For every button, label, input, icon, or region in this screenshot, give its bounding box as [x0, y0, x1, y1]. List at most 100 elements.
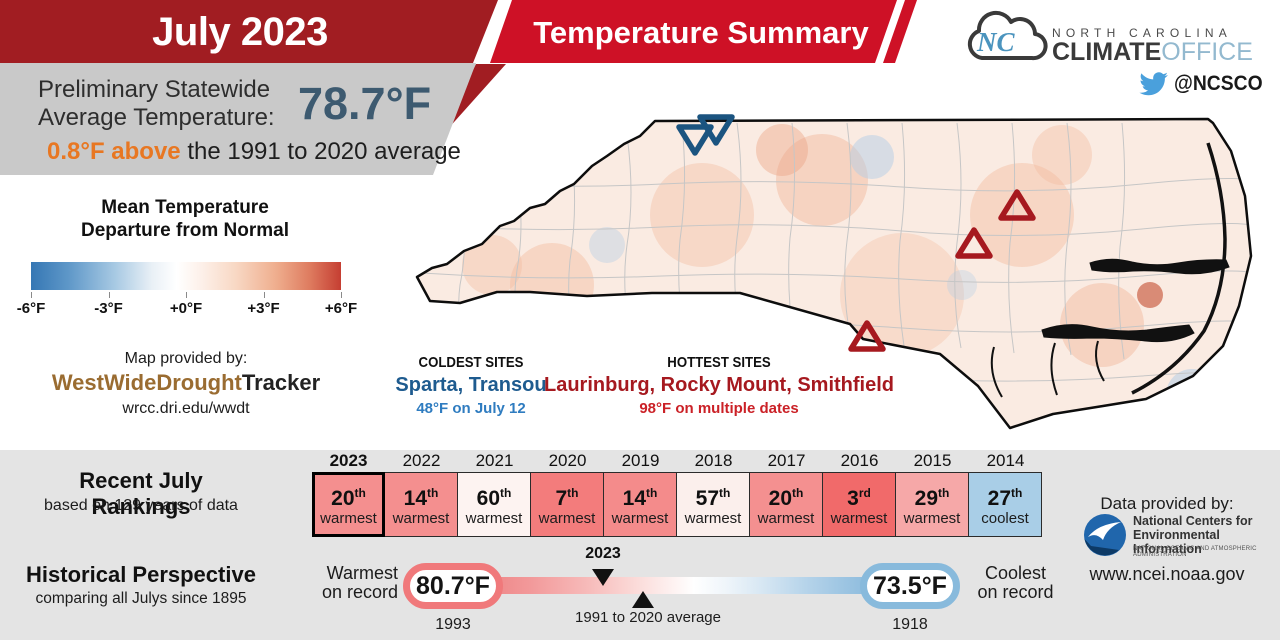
marker-2023-label: 2023: [585, 545, 621, 562]
scale-tick-mark: [108, 292, 110, 298]
ranking-kind: warmest: [757, 509, 815, 527]
ranking-column-2019: 2019 14th warmest: [603, 450, 677, 537]
coldest-sites-heading: COLDEST SITES: [418, 354, 524, 371]
ranking-cell: 29th warmest: [895, 472, 969, 537]
map-credit-label: Map provided by:: [124, 350, 248, 367]
ranking-column-2017: 2017 20th warmest: [749, 450, 823, 537]
ranking-rank: 20th: [331, 485, 366, 510]
map-credit-url[interactable]: wrcc.dri.edu/wwdt: [122, 400, 250, 417]
coolest-label-line2: on record: [977, 582, 1054, 602]
hottest-sites-block: HOTTEST SITES Laurinburg, Rocky Mount, S…: [538, 354, 900, 417]
ranking-rank: 7th: [555, 485, 579, 510]
header-banners: [0, 0, 917, 175]
noaa-logo-icon: [1084, 514, 1126, 556]
scale-title-line2: Departure from Normal: [81, 220, 289, 241]
ranking-rank: 20th: [768, 485, 804, 510]
nc-departure-map: [415, 114, 1253, 430]
ranking-cell: 3rd warmest: [822, 472, 896, 537]
historical-subtitle: comparing all Julys since 1895: [35, 590, 247, 607]
scale-tick-label: +0°F: [169, 300, 203, 317]
scale-tick-mark: [31, 292, 32, 298]
map-credit-brand: WestWideDroughtTracker: [36, 370, 336, 396]
red-slash-accent: [883, 0, 917, 63]
ranking-year-label: 2014: [986, 451, 1025, 470]
ranking-kind: warmest: [392, 509, 450, 527]
scale-tick-label: -3°F: [94, 300, 123, 317]
anomaly-highlight: 0.8°F above: [47, 138, 181, 165]
ranking-cell: 20th warmest: [749, 472, 823, 537]
ranking-column-2023: 2023 20th warmest: [312, 450, 385, 537]
rankings-subtitle: based on 129 years of data: [44, 497, 238, 514]
ranking-kind: warmest: [465, 509, 523, 527]
hottest-site-marker-icon: [848, 320, 886, 352]
coldest-sites-detail: 48°F on July 12: [416, 400, 526, 417]
dark-red-wedge: [438, 64, 506, 140]
ranking-kind: warmest: [320, 509, 377, 527]
ranking-rank: 3rd: [847, 485, 871, 510]
ranking-cell: 20th warmest: [312, 472, 385, 537]
hottest-sites-heading: HOTTEST SITES: [667, 354, 771, 371]
provider-org: National Centers for Environmental Infor…: [1133, 514, 1273, 556]
hottest-sites-detail: 98°F on multiple dates: [639, 400, 799, 417]
ranking-year-label: 2023: [329, 451, 368, 470]
coldest-sites-names: Sparta, Transou: [395, 374, 547, 396]
bright-red-banner-shape: [490, 0, 897, 63]
summary-title: Temperature Summary: [533, 15, 869, 50]
scale-tick-label: -6°F: [16, 300, 46, 317]
ranking-kind: warmest: [611, 509, 669, 527]
coolest-record-pill: 73.5°F: [860, 563, 960, 609]
ranking-year-label: 2018: [694, 451, 733, 470]
rankings-title: Recent July Rankings: [79, 468, 203, 519]
ranking-column-2020: 2020 7th warmest: [530, 450, 604, 537]
historical-gradient-bar: [470, 577, 870, 594]
ranking-cell: 27th coolest: [968, 472, 1042, 537]
warmest-record-year: 1993: [435, 616, 471, 633]
provider-url[interactable]: www.ncei.noaa.gov: [1089, 564, 1245, 584]
scale-title: Mean Temperature Departure from Normal: [60, 196, 310, 242]
month-title: July 2023: [152, 10, 328, 54]
statewide-average-value: 78.7°F: [298, 78, 432, 129]
coolest-label-line1: Coolest: [984, 563, 1047, 583]
logo-brand-light: OFFICE: [1161, 38, 1253, 66]
coldest-sites-block: COLDEST SITES Sparta, Transou 48°F on Ju…: [351, 354, 591, 417]
rankings-strip: 2023 20th warmest 2022 14th warmest 2021 60th wa…: [312, 450, 1042, 537]
avg-marker-label: 1991 to 2020 average: [575, 609, 721, 626]
ranking-kind: warmest: [830, 509, 888, 527]
historical-title: Historical Perspective: [26, 562, 256, 587]
scale-tick-mark: [186, 292, 187, 298]
ranking-year-label: 2020: [548, 451, 587, 470]
anomaly-line: 0.8°F above the 1991 to 2020 average: [47, 138, 461, 166]
map-credit-brand-left: WestWideDrought: [51, 370, 242, 395]
ranking-cell: 60th warmest: [457, 472, 531, 537]
ranking-rank: 29th: [914, 485, 950, 510]
ranking-year-label: 2015: [913, 451, 952, 470]
ranking-cell: 57th warmest: [676, 472, 750, 537]
ranking-cell: 14th warmest: [384, 472, 458, 537]
warmest-on-record-label: Warmest on record: [308, 564, 398, 602]
warmest-label-line2: on record: [321, 582, 398, 602]
hottest-sites-names: Laurinburg, Rocky Mount, Smithfield: [544, 374, 894, 396]
ranking-year-label: 2017: [767, 451, 806, 470]
warmest-label-line1: Warmest: [326, 563, 398, 583]
coastal-waters: [990, 142, 1230, 398]
scale-tick-mark: [341, 292, 342, 298]
twitter-handle[interactable]: @NCSCO: [1174, 72, 1263, 95]
ranking-column-2022: 2022 14th warmest: [384, 450, 458, 537]
site-markers: [676, 114, 1036, 352]
marker-2023-triangle-icon: [592, 569, 614, 586]
provider-label: Data provided by:: [1100, 494, 1234, 513]
coldest-site-marker-icon: [676, 124, 714, 156]
scale-title-line1: Mean Temperature: [101, 197, 269, 218]
gray-panel-shape: [0, 63, 476, 175]
departure-color-scale: [31, 262, 341, 290]
dark-red-banner-shape: [0, 0, 498, 63]
ranking-kind: coolest: [981, 509, 1029, 527]
logo-brand-bold: CLIMATE: [1052, 38, 1162, 66]
ranking-year-label: 2022: [402, 451, 441, 470]
ranking-column-2016: 2016 3rd warmest: [822, 450, 896, 537]
provider-org-line1: National Centers for: [1133, 514, 1253, 528]
ranking-column-2021: 2021 60th warmest: [457, 450, 531, 537]
ranking-kind: warmest: [684, 509, 742, 527]
ranking-year-label: 2016: [840, 451, 879, 470]
